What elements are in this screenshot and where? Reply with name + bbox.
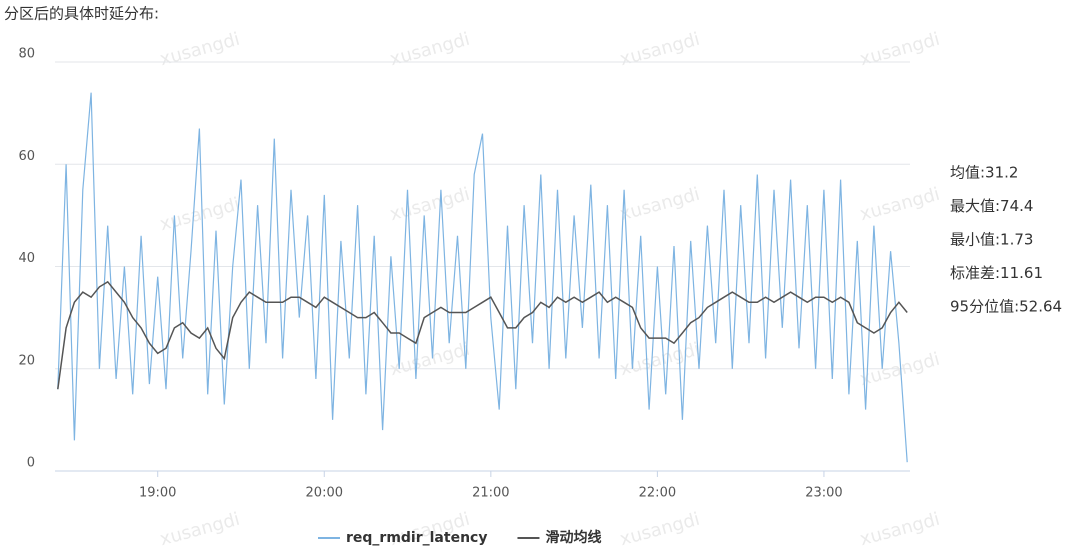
series-line bbox=[57, 280, 908, 390]
stat-annotation: 均值:31.2 bbox=[950, 164, 1018, 182]
x-tick-label: 22:00 bbox=[639, 486, 676, 501]
chart-title: 分区后的具体时延分布: bbox=[4, 5, 159, 23]
legend-label: req_rmdir_latency bbox=[346, 530, 487, 546]
stat-annotation: 最小值:1.73 bbox=[950, 231, 1033, 249]
legend-label: 滑动均线 bbox=[545, 529, 601, 546]
y-tick-label: 20 bbox=[18, 353, 35, 368]
watermark: xusangdi bbox=[618, 29, 702, 70]
stat-annotation: 95分位值:52.64 bbox=[950, 298, 1062, 316]
y-tick-label: 60 bbox=[18, 149, 35, 164]
watermark: xusangdi bbox=[388, 29, 472, 70]
y-tick-label: 40 bbox=[18, 251, 35, 266]
watermark: xusangdi bbox=[858, 509, 942, 550]
watermark: xusangdi bbox=[618, 509, 702, 550]
x-tick-label: 23:00 bbox=[805, 486, 842, 501]
watermark: xusangdi bbox=[158, 194, 242, 235]
watermark: xusangdi bbox=[618, 339, 702, 380]
x-tick-label: 20:00 bbox=[306, 486, 343, 501]
stat-annotation: 标准差:11.61 bbox=[950, 264, 1043, 282]
x-tick-label: 21:00 bbox=[472, 486, 509, 501]
series-line bbox=[57, 92, 908, 463]
watermark: xusangdi bbox=[618, 184, 702, 225]
x-tick-label: 19:00 bbox=[139, 486, 176, 501]
y-tick-label: 80 bbox=[18, 47, 35, 62]
stat-annotation: 最大值:74.4 bbox=[950, 197, 1033, 215]
watermark: xusangdi bbox=[158, 509, 242, 550]
watermark: xusangdi bbox=[388, 184, 472, 225]
watermark: xusangdi bbox=[858, 29, 942, 70]
watermark: xusangdi bbox=[858, 184, 942, 225]
y-tick-label: 0 bbox=[27, 456, 35, 471]
watermark: xusangdi bbox=[158, 29, 242, 70]
